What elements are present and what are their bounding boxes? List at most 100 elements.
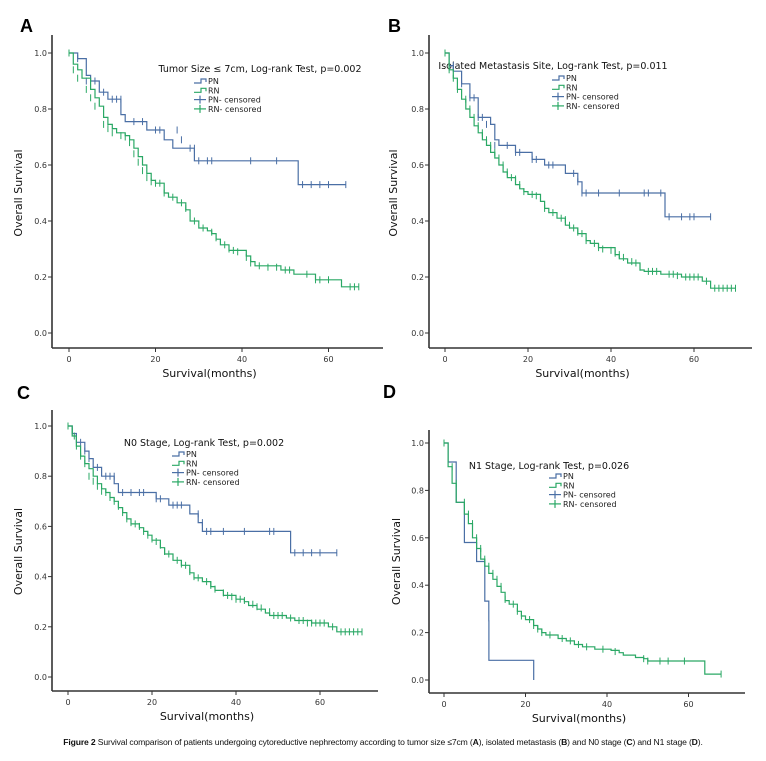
y-tick-label: 0.0 <box>411 676 424 685</box>
rn-step-swatch <box>549 482 562 488</box>
pn-survival-curve <box>68 425 337 554</box>
caption-panel-ref: C <box>626 737 633 747</box>
panel-letter: A <box>20 16 33 36</box>
caption-panel-ref: B <box>561 737 568 747</box>
y-axis-title: Overall Survival <box>387 149 400 236</box>
x-tick-label: 60 <box>689 355 699 364</box>
caption-body: Survival comparison of patients undergoi… <box>96 737 703 747</box>
x-tick-label: 0 <box>66 355 71 364</box>
x-tick-label: 0 <box>442 355 447 364</box>
legend-label: RN- censored <box>186 478 240 487</box>
legend-item: RN- censored <box>172 477 240 487</box>
legend-item: PN <box>552 74 577 83</box>
y-tick-label: 1.0 <box>34 49 47 58</box>
y-tick-label: 0.6 <box>411 534 424 543</box>
pn-step-swatch <box>172 451 185 457</box>
pn-step-swatch <box>194 78 207 84</box>
legend-item: RN <box>552 83 578 92</box>
y-tick-label: 0.4 <box>411 217 424 226</box>
legend-item: PN- censored <box>194 95 261 105</box>
chart-title: N1 Stage, Log-rank Test, p=0.026 <box>469 461 629 472</box>
legend-label: PN- censored <box>566 93 619 102</box>
legend-item: RN- censored <box>194 104 262 114</box>
legend-label: RN- censored <box>566 102 620 111</box>
legend-item: PN- censored <box>172 468 239 478</box>
y-tick-label: 0.2 <box>34 273 47 282</box>
legend-item: PN- censored <box>552 92 619 102</box>
rn-survival-curve <box>445 52 736 289</box>
rn-step-swatch <box>172 460 185 466</box>
y-tick-label: 0.0 <box>34 329 47 338</box>
x-tick-label: 60 <box>315 698 325 707</box>
y-tick-label: 0.8 <box>34 472 47 481</box>
x-tick-label: 40 <box>602 700 612 709</box>
rn-survival-curve <box>444 442 722 675</box>
x-axis-title: Survival(months) <box>532 712 626 725</box>
km-panel-c: C 0.0 0.2 0.4 0.6 0.8 1.0 0 20 40 60 Survival(month… <box>12 383 378 723</box>
y-tick-label: 0.2 <box>411 629 424 638</box>
chart-title: Tumor Size ≤ 7cm, Log-rank Test, p=0.002 <box>157 64 361 75</box>
legend-item: RN <box>172 459 198 468</box>
panel-letter: D <box>383 382 396 402</box>
pn-survival-curve <box>69 52 346 186</box>
rn-step-swatch <box>552 84 565 90</box>
y-tick-label: 0.0 <box>34 673 47 682</box>
x-tick-label: 0 <box>441 700 446 709</box>
legend-label: RN- censored <box>208 105 262 114</box>
y-tick-label: 0.2 <box>411 273 424 282</box>
legend-label: RN- censored <box>563 500 617 509</box>
y-tick-label: 0.4 <box>34 217 47 226</box>
x-tick-label: 40 <box>231 698 241 707</box>
km-panel-a: A 0.0 0.2 0.4 0.6 0.8 1.0 0 20 40 60 Survival(month… <box>12 16 383 380</box>
x-tick-label: 20 <box>520 700 530 709</box>
pn-survival-curve <box>445 52 711 218</box>
x-axis-title: Survival(months) <box>162 367 256 380</box>
panel-letter: C <box>17 383 30 403</box>
caption-text: ) and N0 stage ( <box>567 737 627 747</box>
legend-label: RN <box>186 459 198 468</box>
caption-panel-ref: D <box>691 737 698 747</box>
x-axis-title: Survival(months) <box>535 367 629 380</box>
x-tick-label: 60 <box>683 700 693 709</box>
legend-label: PN- censored <box>563 491 616 500</box>
y-tick-label: 0.6 <box>34 522 47 531</box>
y-tick-label: 0.4 <box>34 573 47 582</box>
y-axis-title: Overall Survival <box>12 508 25 595</box>
y-tick-label: 1.0 <box>34 422 47 431</box>
legend-item: RN <box>194 86 220 95</box>
y-tick-label: 1.0 <box>411 439 424 448</box>
caption-text: Survival comparison of patients undergoi… <box>95 737 473 747</box>
legend-item: PN <box>549 472 574 481</box>
caption-panel-ref: A <box>472 737 479 747</box>
y-tick-label: 0.0 <box>411 329 424 338</box>
legend-item: RN <box>549 481 575 490</box>
x-tick-label: 20 <box>523 355 533 364</box>
chart-title: Isolated Metastasis Site, Log-rank Test,… <box>438 61 667 72</box>
y-tick-label: 0.8 <box>34 105 47 114</box>
y-tick-label: 0.4 <box>411 581 424 590</box>
legend-label: PN <box>566 74 577 83</box>
pn-step-swatch <box>549 473 562 479</box>
y-tick-label: 1.0 <box>411 49 424 58</box>
x-tick-label: 20 <box>147 698 157 707</box>
rn-step-swatch <box>194 87 207 93</box>
pn-survival-curve <box>444 442 535 680</box>
caption-text: ) and N1 stage ( <box>632 737 692 747</box>
figure-caption: Figure 2 Survival comparison of patients… <box>0 737 766 747</box>
legend-label: PN- censored <box>208 96 261 105</box>
legend-item: PN <box>172 450 197 459</box>
y-tick-label: 0.2 <box>34 623 47 632</box>
legend-label: RN <box>563 481 575 490</box>
caption-text: ), isolated metastasis ( <box>478 737 562 747</box>
km-panel-d: D 0.0 0.2 0.4 0.6 0.8 1.0 0 20 40 60 Survival(month… <box>383 382 745 725</box>
y-tick-label: 0.6 <box>411 161 424 170</box>
y-tick-label: 0.6 <box>34 161 47 170</box>
legend-label: RN <box>566 83 578 92</box>
panel-letter: B <box>388 16 401 36</box>
y-axis-title: Overall Survival <box>390 518 403 605</box>
